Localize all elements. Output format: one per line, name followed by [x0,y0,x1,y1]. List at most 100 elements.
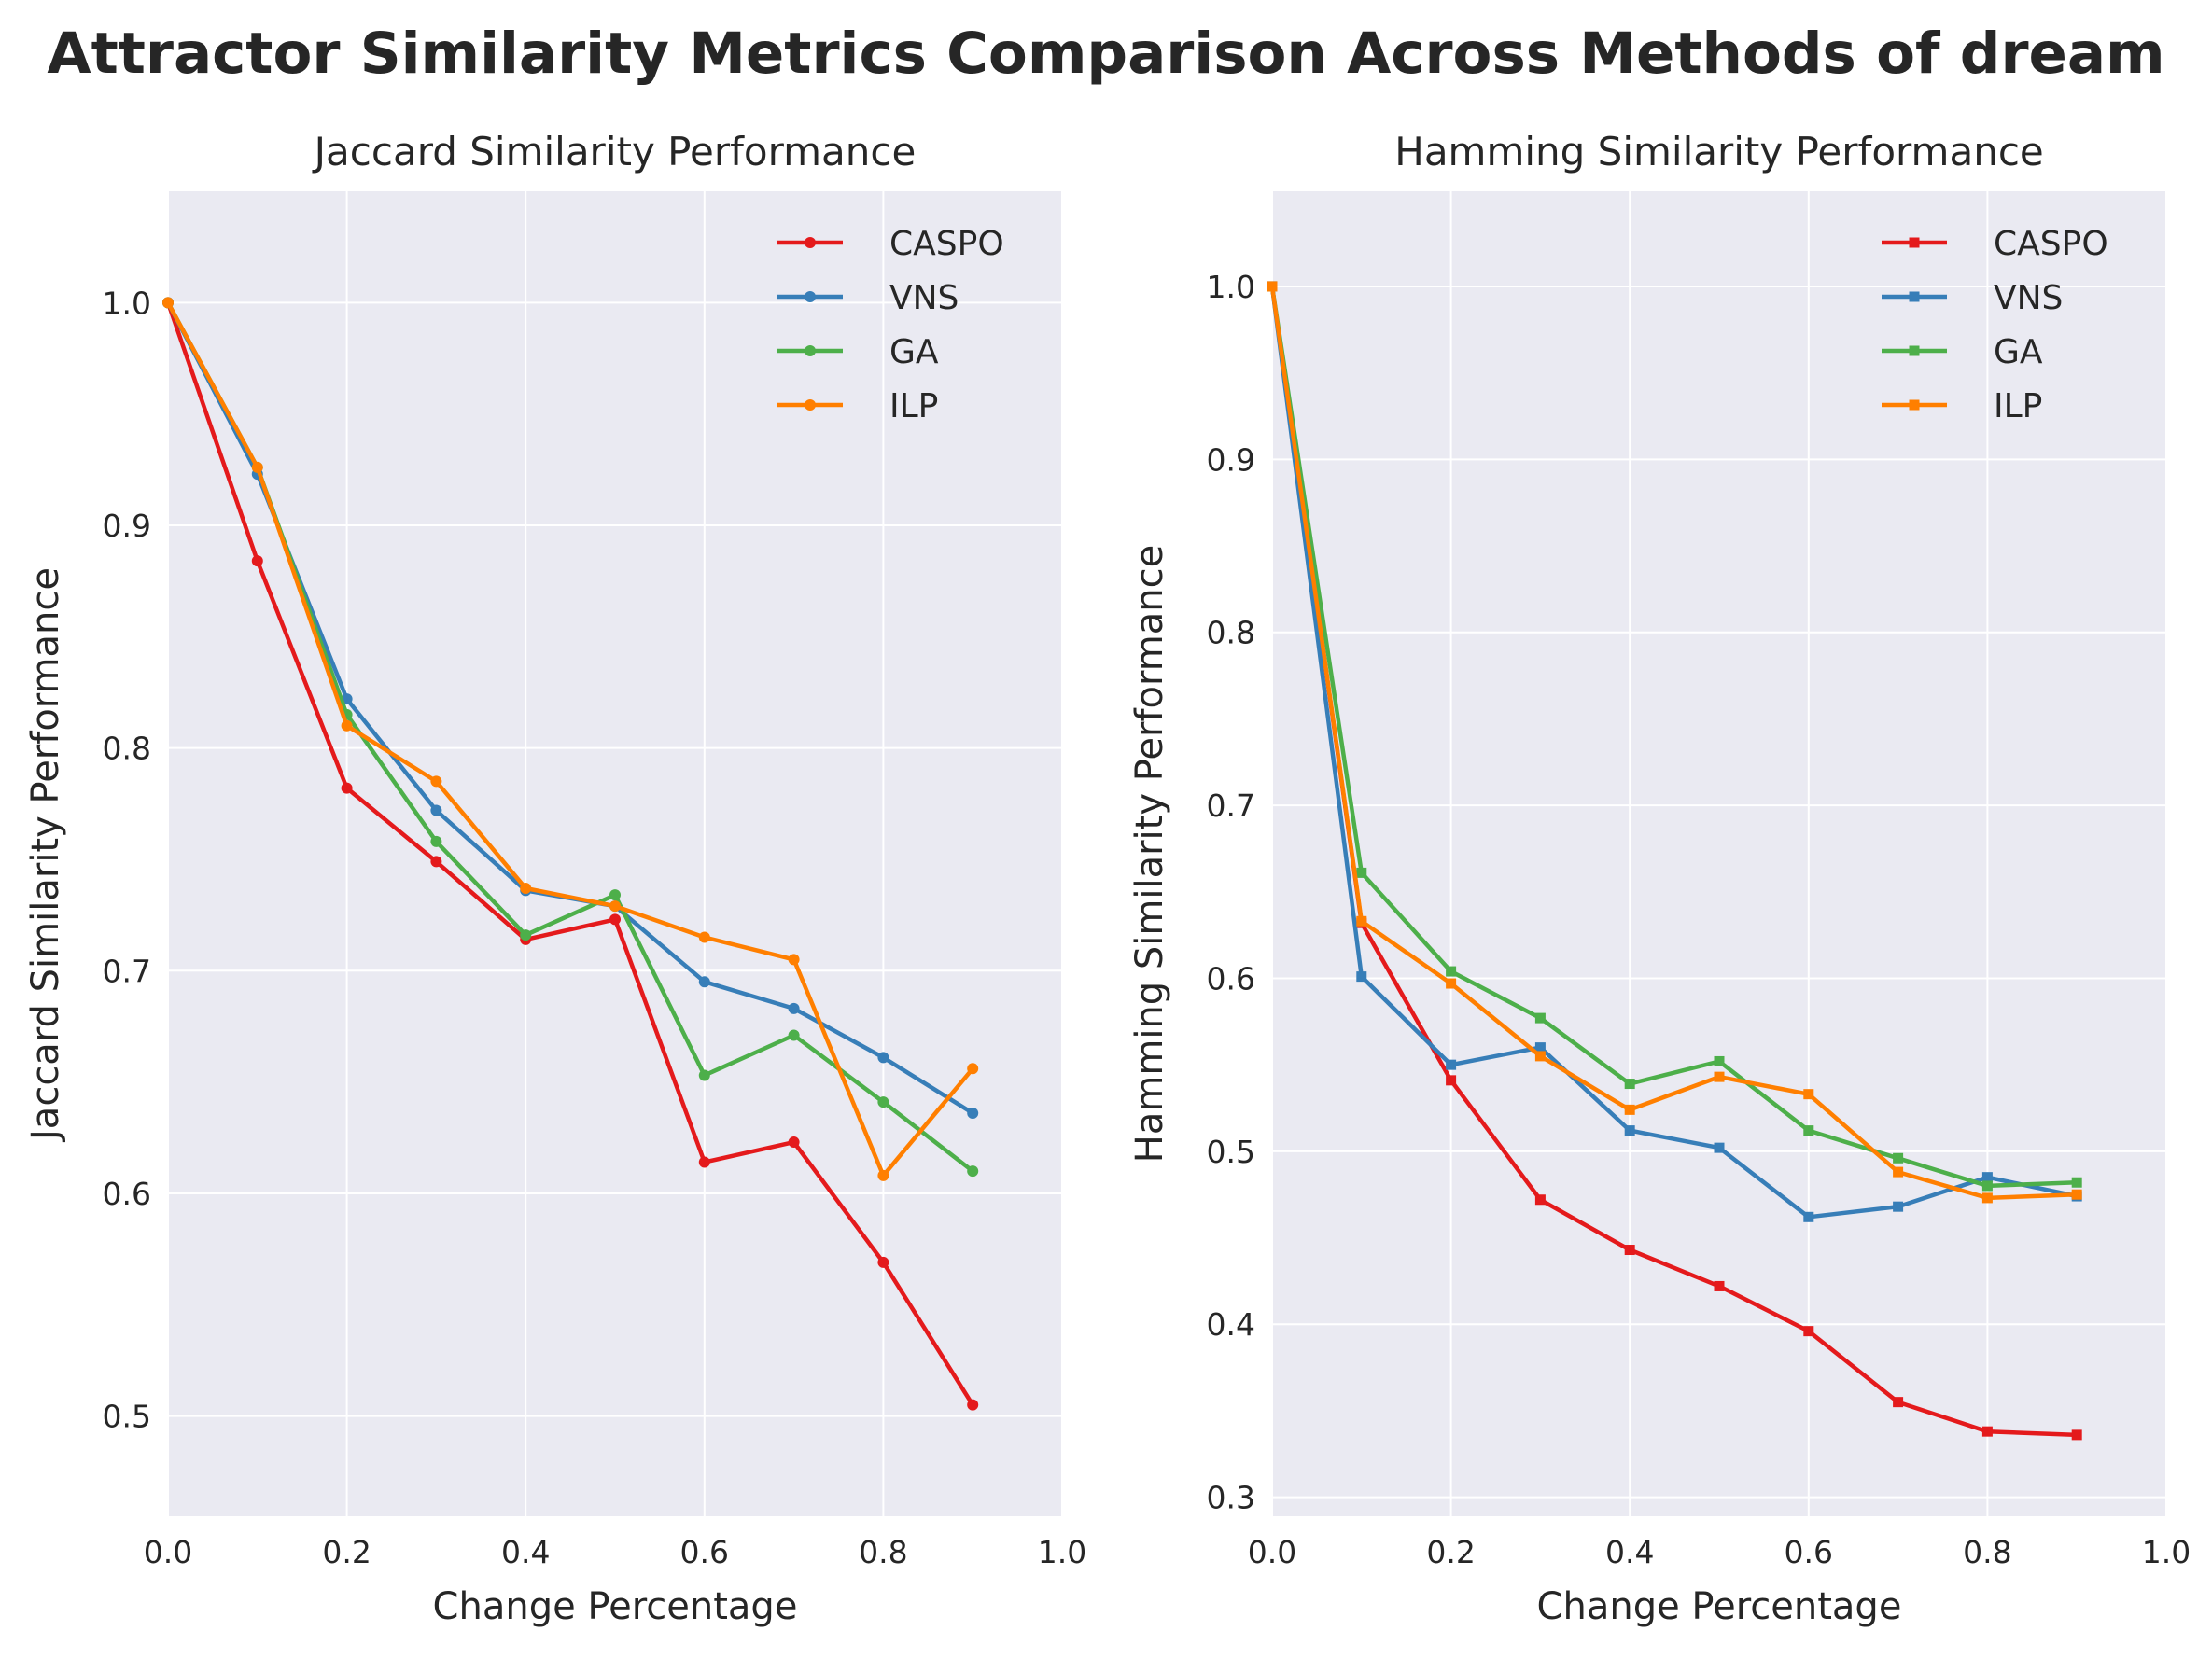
jaccard-legend-label-ga: GA [889,333,939,371]
jaccard-point-ga [877,1096,889,1108]
jaccard-y-tick-label: 0.5 [103,1399,151,1435]
jaccard-plot-area [168,191,1062,1516]
jaccard-point-ga [967,1165,979,1178]
jaccard-point-ilp [341,719,353,732]
jaccard-point-ilp [698,931,710,943]
hamming-y-tick-label: 0.5 [1207,1134,1255,1170]
hamming-point-ga [1893,1152,1904,1164]
jaccard-point-caspo [788,1136,800,1149]
jaccard-legend-label-ilp: ILP [889,387,938,425]
hamming-series-line-ilp [1269,284,2079,1201]
jaccard-point-caspo [430,856,442,868]
hamming-point-vns [1534,1042,1546,1053]
hamming-point-ilp [1981,1192,1993,1204]
jaccard-y-tick-label: 1.0 [103,285,151,321]
hamming-point-caspo [1803,1326,1814,1337]
jaccard-legend-label-caspo: CASPO [889,225,1004,263]
jaccard-point-ga [788,1029,800,1041]
hamming-point-ga [2071,1177,2082,1188]
hamming-point-ilp [1446,978,1457,989]
hamming-point-vns [1714,1142,1725,1153]
jaccard-point-ilp [520,882,532,894]
jaccard-x-tick-label: 0.0 [144,1534,192,1570]
hamming-point-vns [1446,1059,1457,1070]
jaccard-legend-marker-vns [805,291,816,302]
jaccard-point-ilp [967,1063,979,1075]
jaccard-point-caspo [341,782,353,794]
hamming-y-tick-label: 0.3 [1207,1480,1255,1516]
hamming-legend-label-ilp: ILP [1994,387,2042,425]
jaccard-y-tick-label: 0.8 [103,731,151,767]
hamming-point-vns [1356,971,1367,983]
hamming-point-caspo [1534,1194,1546,1206]
jaccard-point-caspo [967,1399,979,1411]
jaccard-point-ga [520,929,532,941]
hamming-y-tick-label: 0.6 [1207,960,1255,997]
hamming-y-axis-label: Hamming Similarity Performance [1128,545,1171,1163]
hamming-point-ilp [1534,1051,1546,1062]
hamming-legend-label-caspo: CASPO [1994,225,2108,263]
hamming-x-axis-label: Change Percentage [1537,1585,1902,1628]
hamming-point-ga [1714,1055,1725,1066]
hamming-point-caspo [1624,1245,1635,1256]
jaccard-point-vns [698,976,710,988]
hamming-y-tick-label: 0.8 [1207,615,1255,651]
hamming-y-tick-label: 0.4 [1207,1306,1255,1343]
jaccard-series-line-caspo [165,300,975,1407]
jaccard-y-axis-label: Jaccard Similarity Performance [24,567,67,1143]
hamming-y-tick-label: 0.9 [1207,441,1255,478]
jaccard-point-ga [698,1069,710,1081]
hamming-point-ga [1534,1012,1546,1024]
hamming-legend-marker-ga [1909,345,1920,356]
hamming-point-ilp [1893,1166,1904,1178]
jaccard-series-line-ilp [165,300,975,1178]
hamming-point-ga [1446,966,1457,977]
hamming-point-caspo [1714,1280,1725,1291]
hamming-x-tick-label: 0.8 [1963,1534,2011,1570]
hamming-point-ilp [1356,915,1367,927]
hamming-legend-marker-caspo [1909,237,1920,248]
jaccard-point-caspo [609,913,621,926]
jaccard-panel-title: Jaccard Similarity Performance [312,129,917,174]
jaccard-point-caspo [251,555,263,567]
jaccard-point-vns [788,1002,800,1014]
hamming-point-vns [1893,1201,1904,1212]
jaccard-legend-label-vns: VNS [889,279,959,317]
hamming-legend: CASPO VNS GA ILP [1882,225,2108,425]
hamming-point-ga [1803,1125,1814,1136]
hamming-point-caspo [2071,1429,2082,1441]
hamming-point-ilp [1714,1071,1725,1082]
jaccard-legend-marker-ga [805,345,816,356]
hamming-point-vns [1803,1211,1814,1222]
jaccard-x-tick-label: 0.6 [680,1534,729,1570]
hamming-panel-title: Hamming Similarity Performance [1394,129,2044,174]
jaccard-point-ilp [251,461,263,473]
jaccard-point-ga [430,835,442,847]
hamming-x-tick-label: 0.2 [1426,1534,1475,1570]
hamming-point-ga [1981,1180,1993,1192]
jaccard-legend: CASPO VNS GA ILP [777,225,1004,425]
hamming-series-line-vns [1269,284,2079,1220]
hamming-point-ga [1356,867,1367,878]
figure-title: Attractor Similarity Metrics Comparison … [47,21,2164,87]
hamming-series-line-caspo [1269,284,2079,1438]
hamming-legend-label-ga: GA [1994,333,2043,371]
hamming-point-caspo [1893,1397,1904,1408]
jaccard-point-vns [877,1052,889,1064]
hamming-x-tick-label: 0.4 [1605,1534,1654,1570]
hamming-point-caspo [1446,1075,1457,1086]
jaccard-x-tick-label: 0.8 [859,1534,907,1570]
jaccard-point-ilp [609,900,621,913]
jaccard-point-vns [967,1108,979,1120]
hamming-point-vns [1981,1172,1993,1183]
hamming-x-tick-label: 0.0 [1248,1534,1296,1570]
hamming-point-vns [1624,1125,1635,1136]
jaccard-point-vns [430,804,442,816]
jaccard-legend-marker-ilp [805,399,816,411]
hamming-point-ilp [1267,281,1278,292]
hamming-point-ilp [1803,1089,1814,1100]
jaccard-point-caspo [698,1156,710,1168]
jaccard-y-tick-label: 0.7 [103,953,151,989]
hamming-legend-marker-ilp [1909,399,1920,411]
jaccard-x-tick-label: 0.2 [322,1534,371,1570]
